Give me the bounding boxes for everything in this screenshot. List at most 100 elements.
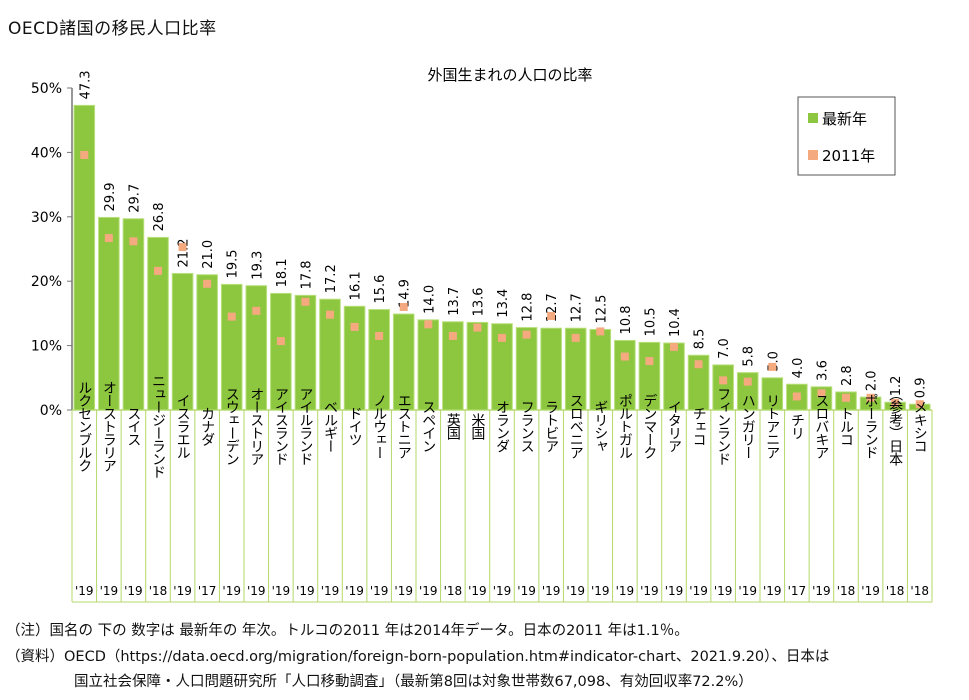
year-label: '18	[444, 584, 463, 598]
bar-latest	[638, 341, 661, 411]
category-label: （参考）日本	[887, 387, 903, 466]
bar-value-label: 2.8	[840, 365, 855, 386]
bar-value-label: 16.1	[349, 271, 364, 300]
category-label: トルコ	[838, 407, 854, 446]
category-label: アイスランド	[273, 387, 289, 465]
year-label: '19	[468, 584, 487, 598]
category-label: カナダ	[199, 407, 215, 447]
marker-2011	[915, 400, 924, 409]
bar-latest	[392, 313, 415, 411]
year-label: '19	[738, 584, 757, 598]
bar-value-label: 18.1	[275, 258, 290, 287]
category-label: フランス	[519, 400, 535, 452]
bar-value-label: 13.7	[447, 287, 462, 316]
bar-latest	[491, 323, 513, 411]
bar-value-label: 13.4	[496, 289, 511, 318]
bar-latest	[245, 285, 268, 411]
marker-2011	[399, 302, 408, 311]
bar-value-label: 1.2	[889, 376, 904, 397]
category-label: ルクセンブルク	[76, 381, 92, 473]
marker-2011	[596, 327, 605, 336]
bar-value-label: 17.2	[324, 264, 339, 293]
category-label: 米国	[469, 413, 485, 440]
bar-latest	[270, 292, 292, 411]
marker-2011	[178, 243, 187, 252]
year-label: '19	[591, 584, 610, 598]
legend-swatch-2011	[808, 150, 818, 160]
year-label: '19	[394, 584, 413, 598]
category-label: スウェーデン	[224, 387, 240, 465]
marker-2011	[326, 310, 334, 319]
bar-latest	[417, 319, 440, 411]
bar-latest	[196, 274, 218, 411]
bar-latest	[73, 104, 96, 411]
marker-2011	[80, 150, 89, 159]
year-label: '19	[517, 584, 536, 598]
category-label: イスラエル	[175, 394, 191, 459]
category-label: ポーランド	[863, 394, 879, 459]
category-label: ポルトガル	[617, 394, 633, 459]
bar-latest	[368, 309, 390, 411]
category-label: フィンランド	[715, 387, 731, 465]
bar-value-label: 14.9	[398, 279, 413, 308]
bar-latest	[761, 377, 784, 411]
category-label: オーストラリア	[101, 381, 117, 473]
year-label: '19	[542, 584, 561, 598]
bar-latest	[540, 327, 562, 411]
category-label: デンマーク	[641, 394, 657, 460]
bar-latest	[147, 236, 169, 411]
legend-box	[797, 96, 896, 176]
year-label: '19	[370, 584, 389, 598]
category-label: ドイツ	[347, 407, 363, 446]
bar-latest	[343, 305, 366, 411]
y-tick-label: 40%	[31, 145, 62, 161]
year-label: '19	[689, 584, 708, 598]
bar-value-label: 4.0	[791, 358, 806, 379]
bar-value-label: 12.5	[594, 295, 609, 324]
marker-2011	[817, 389, 826, 398]
bar-value-label: 7.0	[717, 338, 732, 359]
bar-value-label: 21.0	[201, 240, 216, 269]
marker-2011	[694, 360, 703, 369]
marker-2011	[547, 311, 556, 320]
year-label: '18	[886, 584, 905, 598]
bar-value-label: 8.5	[693, 329, 708, 350]
year-label: '19	[812, 584, 831, 598]
category-label: エストニア	[396, 394, 412, 460]
bar-latest	[810, 386, 833, 411]
bar-value-label: 3.6	[815, 360, 830, 381]
chart-title: 外国生まれの人口の比率	[427, 66, 592, 84]
marker-2011	[842, 393, 850, 402]
marker-2011	[129, 237, 138, 246]
category-label: リトアニア	[764, 394, 780, 460]
legend-swatch-latest	[808, 113, 818, 123]
marker-2011	[498, 333, 506, 342]
bar-chart: 外国生まれの人口の比率 0% 10% 20% 30% 40% 50% 47.3 ルクセンブルク '…	[31, 66, 933, 603]
category-label: アイルランド	[297, 387, 313, 465]
marker-2011	[252, 306, 261, 315]
bar-value-label: 29.9	[103, 182, 118, 211]
bar-value-label: 15.6	[373, 275, 388, 304]
category-label: メキシコ	[912, 400, 928, 452]
bar-latest	[294, 294, 317, 411]
bar-value-label: 14.0	[422, 285, 437, 314]
bar-latest	[466, 321, 489, 411]
marker-2011	[227, 312, 236, 321]
marker-2011	[375, 331, 384, 340]
marker-2011	[670, 342, 678, 351]
year-label: '19	[861, 584, 880, 598]
bar-value-label: 47.3	[78, 70, 93, 99]
marker-2011	[719, 376, 728, 385]
bar-latest	[712, 364, 734, 411]
bar-latest	[442, 321, 464, 411]
category-label: スロベニア	[568, 394, 584, 460]
bar-value-label: 12.7	[570, 293, 585, 322]
bar-value-label: 10.4	[668, 308, 683, 337]
legend-label-2011: 2011年	[822, 147, 875, 165]
marker-2011	[743, 377, 752, 386]
year-label: '19	[345, 584, 364, 598]
category-label: ノルウェー	[371, 394, 387, 459]
y-tick-label: 20%	[31, 274, 62, 290]
bar-value-label: 26.8	[152, 202, 167, 231]
bar-value-label: 17.8	[299, 260, 314, 289]
